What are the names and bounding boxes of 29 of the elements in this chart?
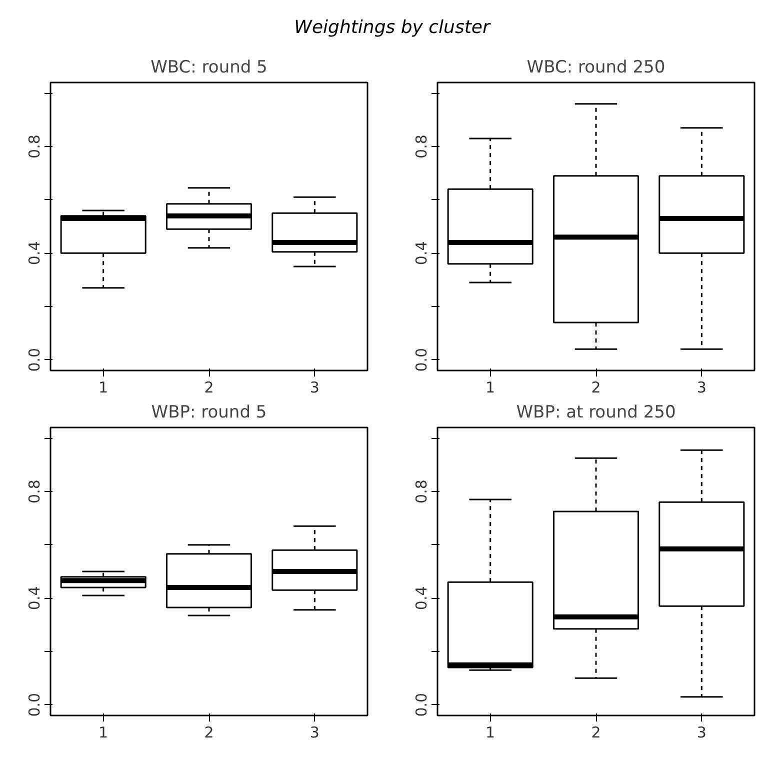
chart-title: WBP: at round 250 — [516, 402, 676, 422]
y-tick-label: 0.4 — [26, 586, 44, 610]
y-tick-label: 0.0 — [26, 692, 44, 717]
x-tick-label: 3 — [696, 724, 706, 742]
x-tick-label: 1 — [486, 724, 496, 742]
x-tick-label: 1 — [486, 378, 496, 396]
chart-title: WBC: round 250 — [526, 58, 666, 78]
x-tick-label: 2 — [591, 724, 601, 742]
y-tick-label: 0.4 — [26, 241, 44, 266]
y-tick-label: 0.8 — [412, 480, 430, 504]
y-tick-label: 0.8 — [26, 134, 44, 158]
x-tick-label: 2 — [204, 378, 214, 396]
x-tick-label: 3 — [310, 724, 320, 742]
chart-title: WBC: round 5 — [150, 58, 268, 78]
x-tick-label: 2 — [204, 724, 214, 742]
y-tick-label: 0.0 — [26, 348, 44, 372]
y-tick-label: 0.0 — [412, 692, 430, 717]
y-tick-label: 0.8 — [26, 480, 44, 504]
x-tick-label: 1 — [98, 378, 108, 396]
y-tick-label: 0.8 — [412, 134, 430, 158]
y-tick-label: 0.4 — [412, 241, 430, 266]
y-tick-label: 0.0 — [412, 348, 430, 372]
text: Weightings by cluster — [294, 16, 490, 40]
y-tick-label: 0.4 — [412, 586, 430, 610]
x-tick-label: 1 — [98, 724, 108, 742]
x-tick-label: 3 — [310, 378, 320, 396]
x-tick-label: 2 — [591, 378, 601, 396]
x-tick-label: 3 — [696, 378, 706, 396]
chart-title: WBP: round 5 — [151, 402, 267, 422]
